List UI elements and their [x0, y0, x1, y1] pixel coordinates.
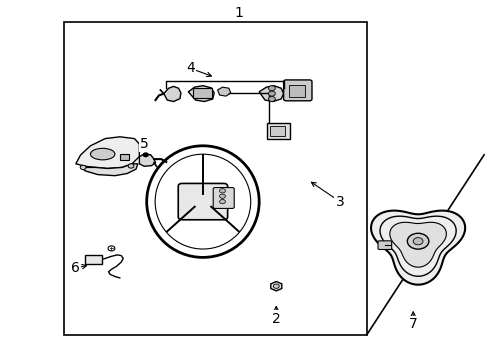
FancyBboxPatch shape — [283, 80, 311, 101]
Polygon shape — [188, 86, 214, 102]
Polygon shape — [370, 211, 464, 285]
Circle shape — [407, 233, 428, 249]
Circle shape — [412, 238, 422, 245]
FancyBboxPatch shape — [178, 183, 227, 220]
Polygon shape — [163, 86, 181, 102]
Ellipse shape — [90, 148, 115, 160]
Polygon shape — [389, 222, 446, 267]
Bar — [63, 22, 366, 335]
Text: 2: 2 — [271, 312, 280, 325]
Circle shape — [143, 153, 148, 157]
Polygon shape — [259, 86, 283, 102]
Text: 4: 4 — [186, 62, 195, 75]
Bar — [120, 154, 128, 160]
FancyBboxPatch shape — [213, 188, 234, 208]
Circle shape — [268, 91, 275, 96]
Text: 1: 1 — [234, 6, 243, 19]
Bar — [289, 85, 305, 97]
Bar — [270, 126, 285, 136]
Circle shape — [268, 86, 275, 91]
FancyBboxPatch shape — [266, 123, 289, 139]
Circle shape — [273, 284, 279, 288]
Circle shape — [219, 194, 225, 198]
Text: 6: 6 — [71, 261, 80, 275]
FancyBboxPatch shape — [84, 255, 102, 264]
Text: 5: 5 — [140, 137, 148, 151]
Circle shape — [128, 164, 134, 168]
FancyBboxPatch shape — [377, 241, 391, 249]
Bar — [193, 88, 211, 98]
Polygon shape — [76, 137, 139, 168]
Polygon shape — [217, 87, 230, 96]
Circle shape — [108, 246, 115, 251]
Polygon shape — [81, 164, 138, 176]
Circle shape — [268, 96, 275, 102]
Circle shape — [80, 165, 86, 170]
Polygon shape — [139, 154, 155, 166]
Polygon shape — [270, 282, 281, 291]
Text: 7: 7 — [408, 317, 417, 331]
Circle shape — [219, 199, 225, 204]
Text: 3: 3 — [335, 195, 344, 208]
Circle shape — [219, 189, 225, 193]
